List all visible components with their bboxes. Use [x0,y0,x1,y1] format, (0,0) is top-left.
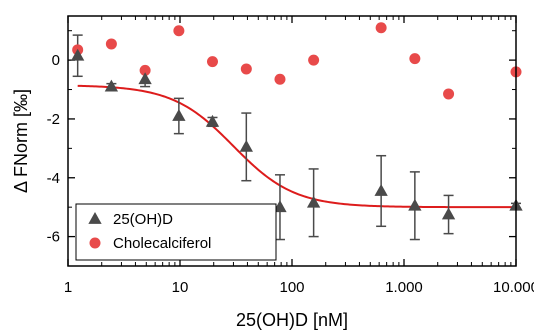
ohd-point [239,139,253,152]
ohd-point [441,207,456,220]
legend-label-cholecalciferol: Cholecalciferol [113,235,211,252]
ohd-point [306,195,321,208]
ohd-point [273,200,287,213]
cholecalciferol-point [139,64,151,76]
cholecalciferol-point [308,54,320,66]
x-tick-label: 100 [279,279,304,296]
ohd-point [408,198,422,211]
ohd-point [138,72,152,85]
legend-label-ohd: 25(OH)D [113,211,173,228]
tick-labels: 1 10 100 1.000 10.000 0 -2 -4 -6 [47,52,534,296]
y-tick-label: -2 [47,111,60,128]
y-tick-label: 0 [52,52,60,69]
ohd-point [374,184,388,196]
legend-circle-marker [89,237,101,249]
y-axis-label: Δ FNorm [‰] [11,89,31,193]
x-tick-label: 1 [64,279,72,296]
cholecalciferol-point [206,56,218,68]
x-tick-label: 10 [172,279,189,296]
cholecalciferol-point [173,25,185,37]
cholecalciferol-point [443,88,455,100]
x-tick-label: 1.000 [385,279,423,296]
legend-triangle-marker [88,212,102,224]
ohd-point [104,79,119,92]
ohd-point [205,114,220,127]
legend: 25(OH)D Cholecalciferol [75,203,277,261]
y-tick-label: -4 [47,170,60,187]
x-axis-label: 25(OH)D [nM] [236,310,348,330]
ohd-points [71,48,523,220]
fit-curve [77,84,517,209]
cholecalciferol-point [105,38,117,50]
cholecalciferol-points [72,22,522,100]
legend-box [75,203,277,261]
cholecalciferol-point [274,73,286,85]
x-tick-label: 10.000 [493,279,534,296]
y-tick-label: -6 [47,229,60,246]
plot-frame [67,15,517,267]
cholecalciferol-point [409,53,421,65]
cholecalciferol-point [375,22,387,34]
ohd-point [172,109,186,121]
ohd-point [71,48,85,61]
cholecalciferol-point [240,63,252,75]
